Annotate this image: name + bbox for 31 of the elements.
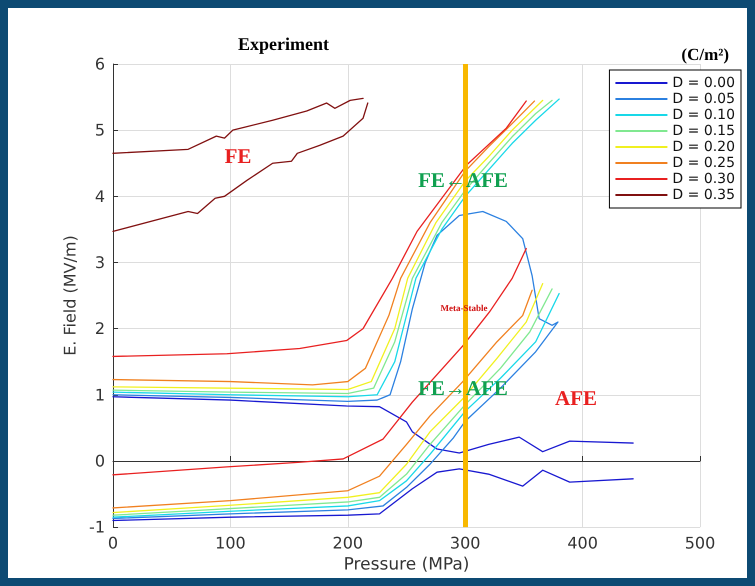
- y-tick-label: 4: [94, 186, 105, 206]
- y-tick-label: 2: [94, 319, 105, 338]
- legend-label: D = 0.20: [672, 139, 736, 155]
- legend-label: D = 0.15: [672, 123, 736, 139]
- x-tick-label: 300: [450, 534, 480, 553]
- legend-title: (C/m²): [681, 45, 730, 64]
- line-series: [112, 468, 634, 522]
- annotation: AFE: [555, 386, 597, 410]
- x-tick-label: 500: [684, 534, 716, 553]
- legend-label: D = 0.30: [672, 171, 736, 187]
- legend-label: D = 0.05: [672, 91, 736, 107]
- line-series: [112, 248, 527, 476]
- legend-label: D = 0.00: [672, 75, 736, 91]
- chart-title: Experiment: [238, 34, 329, 54]
- y-axis-title: E. Field (MV/m): [60, 235, 80, 356]
- y-tick-label: 0: [94, 451, 105, 470]
- y-tick-label: 1: [94, 385, 105, 404]
- y-tick-label: 3: [94, 252, 105, 272]
- y-tick-label: -1: [89, 518, 105, 537]
- x-tick-label: 400: [567, 534, 598, 553]
- y-tick-label: 6: [94, 54, 105, 74]
- annotation: FE: [224, 144, 252, 168]
- y-tick-label: 5: [94, 120, 105, 140]
- x-tick-label: 200: [332, 534, 364, 553]
- line-series: [112, 102, 368, 232]
- x-tick-label: 0: [108, 534, 118, 553]
- legend-label: D = 0.35: [672, 187, 736, 203]
- legend-label: D = 0.10: [672, 107, 736, 123]
- legend-label: D = 0.25: [672, 155, 736, 171]
- x-tick-label: 100: [215, 534, 246, 553]
- x-axis-title: Pressure (MPa): [344, 554, 470, 574]
